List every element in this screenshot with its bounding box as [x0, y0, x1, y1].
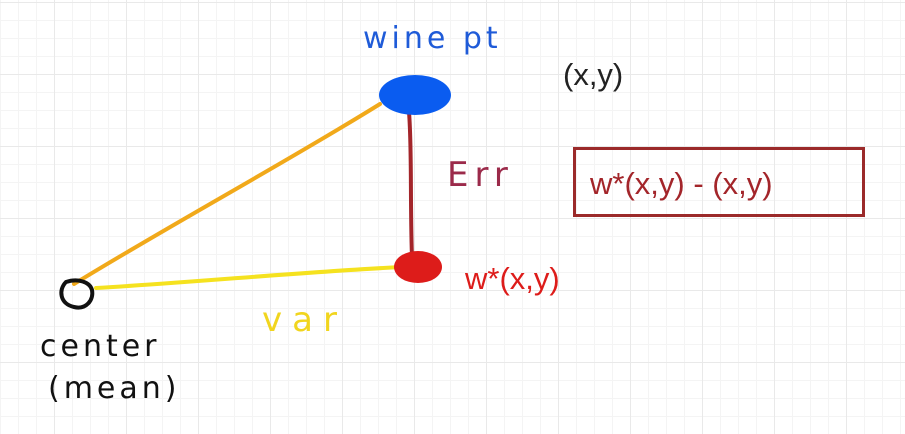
error-label: Err	[447, 155, 514, 195]
center-label: center	[40, 329, 161, 364]
variance-line	[94, 265, 404, 290]
variance-label: var	[262, 300, 347, 340]
error-line	[407, 110, 414, 260]
center-to-wine-line	[72, 102, 382, 286]
weighted-point-label: w*(x,y)	[465, 261, 560, 296]
error-formula: w*(x,y) - (x,y)	[590, 166, 773, 201]
wine-point-coords: (x,y)	[563, 57, 624, 92]
mean-label: (mean)	[48, 371, 181, 406]
weighted-point	[394, 251, 442, 283]
wine-point-label: wine pt	[363, 21, 502, 56]
wine-point	[379, 75, 451, 115]
center-point	[59, 278, 95, 310]
error-formula-box: w*(x,y) - (x,y)	[573, 147, 865, 217]
